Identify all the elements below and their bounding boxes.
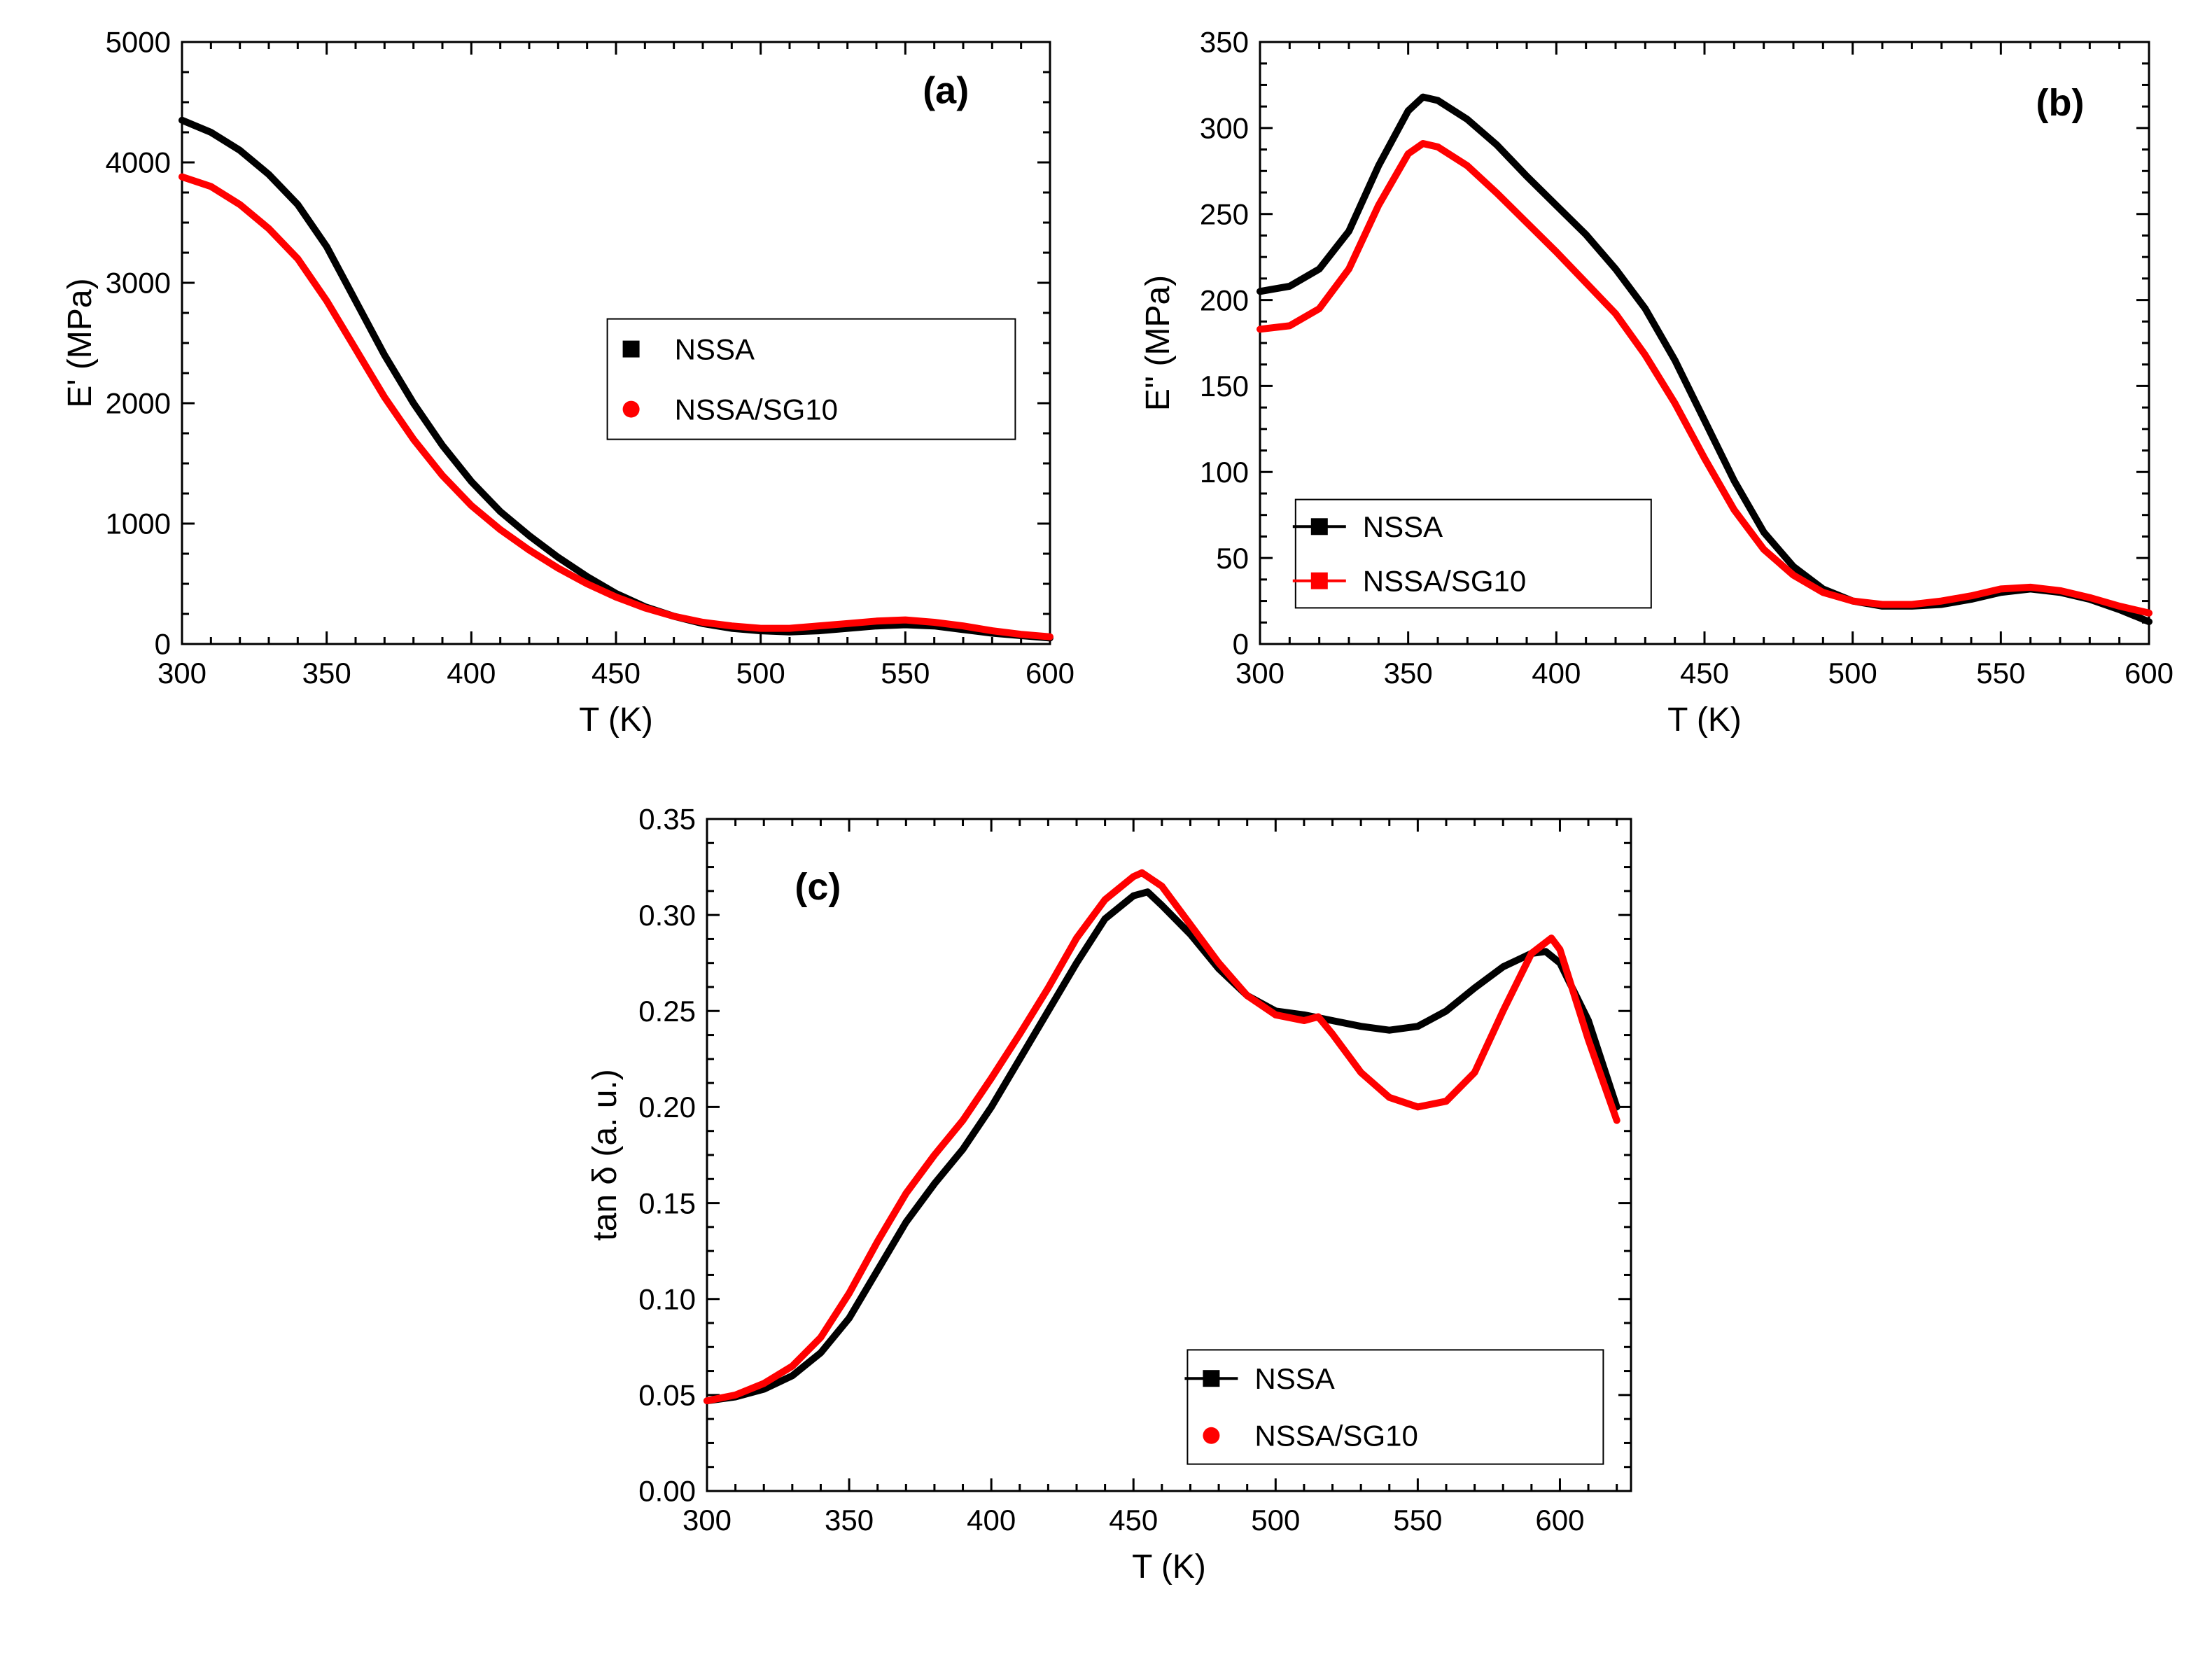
y-tick-label: 0.10 (638, 1282, 696, 1315)
x-tick-label: 300 (158, 657, 206, 690)
legend-label: NSSA (1254, 1362, 1334, 1395)
legend-label: NSSA/SG10 (675, 393, 838, 426)
y-tick-label: 0.20 (638, 1091, 696, 1124)
figure-page: 3003504004505005506000100020003000400050… (0, 0, 2212, 1659)
x-tick-label: 500 (1828, 657, 1877, 690)
x-tick-label: 600 (1026, 657, 1074, 690)
x-tick-label: 300 (1236, 657, 1284, 690)
y-tick-label: 4000 (106, 146, 171, 179)
x-tick-label: 500 (736, 657, 785, 690)
y-tick-label: 5000 (106, 26, 171, 59)
y-tick-label: 1000 (106, 507, 171, 540)
panel-b: 300 350 400 450 500 550 600 0 50 100 150 200 250 300 3… (1120, 21, 2177, 756)
chart-c: 300 350 400 450 500 550 600 0.00 0.05 0.10 0.15 0.2… (553, 798, 1659, 1603)
x-tick-label: 600 (2124, 657, 2174, 690)
y-axis-label: tan δ (a. u.) (587, 1069, 624, 1240)
x-axis-label: T (K) (579, 701, 653, 738)
y-tick-label: 0.05 (638, 1379, 696, 1412)
y-tick-label: 50 (1216, 542, 1249, 575)
x-tick-label: 400 (1532, 657, 1581, 690)
y-tick-label: 0.35 (638, 803, 696, 836)
y-tick-label: 200 (1200, 284, 1249, 316)
x-axis-label: T (K) (1667, 701, 1742, 738)
x-tick-label: 550 (1976, 657, 2025, 690)
series-nssa (707, 892, 1617, 1401)
y-tick-label: 0.30 (638, 899, 696, 932)
y-tick-label: 100 (1200, 456, 1249, 489)
x-tick-label: 400 (967, 1504, 1016, 1536)
y-tick-label: 2000 (106, 387, 171, 420)
y-tick-label: 0.25 (638, 995, 696, 1028)
chart-b: 300 350 400 450 500 550 600 0 50 100 150 200 250 300 3… (1120, 21, 2177, 756)
panel-a: 300 350 400 450 500 550 600 0 1000 2000 3000 4000 50… (42, 21, 1078, 756)
y-tick-label: 0 (1233, 628, 1249, 661)
legend-label: NSSA/SG10 (1363, 564, 1526, 597)
panel-label: (c) (794, 866, 841, 908)
legend: NSSA NSSA/SG10 (1293, 500, 1651, 608)
legend-label: NSSA (1363, 510, 1443, 543)
x-tick-label: 300 (682, 1504, 732, 1536)
x-tick-label: 350 (1384, 657, 1433, 690)
y-tick-label: 3000 (106, 267, 171, 300)
y-tick-label: 250 (1200, 197, 1249, 230)
y-tick-label: 150 (1200, 370, 1249, 402)
y-tick-label: 300 (1200, 112, 1249, 145)
legend-label: NSSA (675, 332, 755, 365)
y-tick-label: 0.15 (638, 1186, 696, 1219)
panel-label: (a) (923, 70, 969, 112)
x-tick-label: 450 (1109, 1504, 1158, 1536)
y-axis-label: E'' (MPa) (1140, 275, 1177, 411)
x-tick-label: 500 (1251, 1504, 1300, 1536)
y-tick-label: 0 (155, 628, 171, 661)
x-tick-label: 400 (447, 657, 496, 690)
y-tick-label: 350 (1200, 26, 1249, 59)
chart-a: 300 350 400 450 500 550 600 0 1000 2000 3000 4000 50… (42, 21, 1078, 756)
x-tick-label: 550 (881, 657, 930, 690)
y-tick-label: 0.00 (638, 1475, 696, 1508)
y-axis-label: E' (MPa) (62, 278, 99, 407)
panel-label: (b) (2036, 82, 2085, 124)
x-tick-label: 450 (1680, 657, 1729, 690)
x-axis-label: T (K) (1132, 1548, 1206, 1586)
legend: NSSA NSSA/SG10 (608, 319, 1016, 440)
x-tick-label: 600 (1535, 1504, 1584, 1536)
panel-c: 300 350 400 450 500 550 600 0.00 0.05 0.10 0.15 0.2… (553, 798, 1659, 1603)
x-tick-label: 350 (825, 1504, 874, 1536)
legend: NSSA NSSA/SG10 (1184, 1350, 1603, 1464)
x-tick-label: 450 (592, 657, 640, 690)
legend-label: NSSA/SG10 (1254, 1420, 1418, 1452)
x-tick-label: 550 (1393, 1504, 1442, 1536)
x-tick-label: 350 (302, 657, 351, 690)
